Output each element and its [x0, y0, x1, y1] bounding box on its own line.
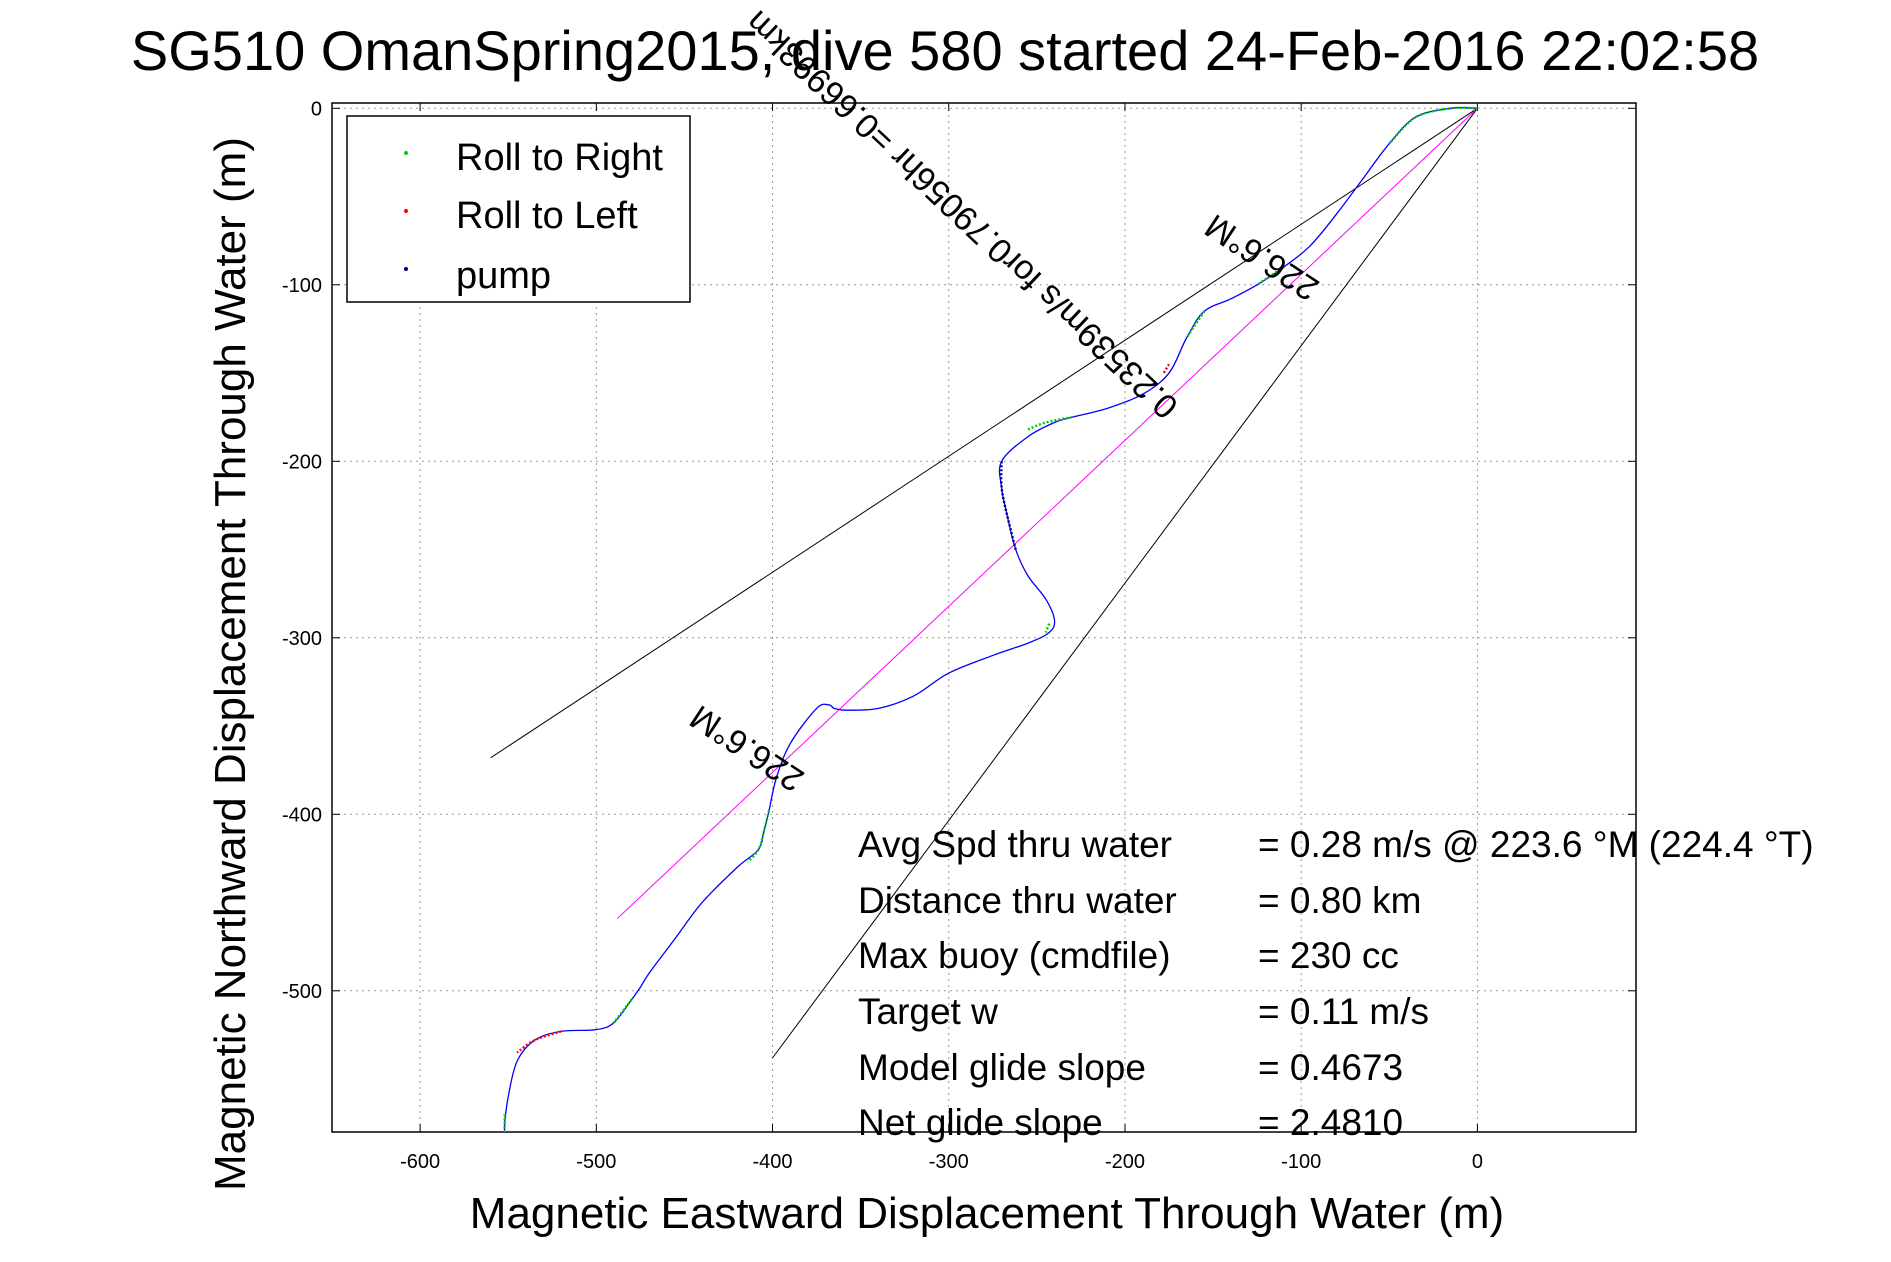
marker-segment: [1256, 266, 1285, 286]
chart-title: SG510 OmanSpring2015, dive 580 started 2…: [131, 19, 1759, 82]
x-tick-label: -300: [929, 1151, 969, 1173]
stat-value: = 230 cc: [1258, 935, 1399, 976]
x-tick-label: -500: [576, 1151, 616, 1173]
stat-label: Distance thru water: [858, 880, 1177, 921]
legend-label-roll-left: Roll to Left: [456, 195, 638, 237]
y-tick-label: -100: [282, 275, 322, 297]
stat-value: = 0.28 m/s @ 223.6 °M (224.4 °T): [1258, 824, 1814, 865]
legend-marker-roll-left: [404, 209, 408, 213]
glider-track-line: [503, 106, 1478, 1133]
guide-line: [772, 107, 1478, 1059]
stat-label: Max buoy (cmdfile): [858, 935, 1171, 976]
legend-label-roll-right: Roll to Right: [456, 137, 663, 179]
y-tick-label: -500: [282, 981, 322, 1003]
stat-value: = 0.80 km: [1258, 880, 1422, 921]
legend-label-pump: pump: [456, 255, 551, 297]
y-tick-label: -300: [282, 628, 322, 650]
y-tick-label: -200: [282, 451, 322, 473]
x-tick-label: -400: [753, 1151, 793, 1173]
marker-segment: [1388, 106, 1478, 145]
legend-marker-pump: [404, 267, 408, 271]
stat-label: Net glide slope: [858, 1102, 1103, 1143]
legend: Roll to Right Roll to Left pump: [346, 115, 691, 303]
marker-segment: [1185, 310, 1206, 339]
x-axis-label: Magnetic Eastward Displacement Through W…: [470, 1189, 1504, 1238]
track-layer: [503, 106, 1478, 1133]
marker-segment: [516, 1030, 562, 1054]
x-tick-label: -100: [1281, 1151, 1321, 1173]
stat-value: = 0.11 m/s: [1258, 991, 1429, 1032]
stat-label: Avg Spd thru water: [858, 824, 1172, 865]
marker-segment: [1027, 415, 1073, 431]
roll-pump-markers: [503, 106, 1478, 1132]
axis-ticks: -600 -500 -400 -300 -200 -100 0 0 -100 -200 -300 -4…: [282, 98, 1636, 1173]
x-tick-label: -600: [400, 1151, 440, 1173]
stat-value: = 2.4810: [1258, 1102, 1403, 1143]
stat-label: Target w: [858, 991, 998, 1032]
marker-segment: [612, 998, 633, 1024]
legend-marker-roll-right: [404, 151, 408, 155]
guide-line: [490, 107, 1478, 759]
marker-segment: [1162, 363, 1171, 374]
x-tick-label: 0: [1472, 1151, 1483, 1173]
stat-label: Model glide slope: [858, 1047, 1146, 1088]
y-axis-label: Magnetic Northward Displacement Through …: [206, 137, 255, 1191]
marker-segment: [1044, 623, 1051, 633]
legend-box: [346, 115, 691, 303]
guide-line: [617, 107, 1478, 919]
marker-segment: [1000, 461, 1017, 550]
y-tick-label: -400: [282, 804, 322, 826]
stat-value: = 0.4673: [1258, 1047, 1403, 1088]
marker-segment: [746, 810, 771, 863]
dive-stats: Avg Spd thru water = 0.28 m/s @ 223.6 °M…: [858, 824, 1814, 1143]
guide-lines: [490, 107, 1478, 1059]
y-tick-label: 0: [311, 98, 322, 120]
x-tick-label: -200: [1105, 1151, 1145, 1173]
